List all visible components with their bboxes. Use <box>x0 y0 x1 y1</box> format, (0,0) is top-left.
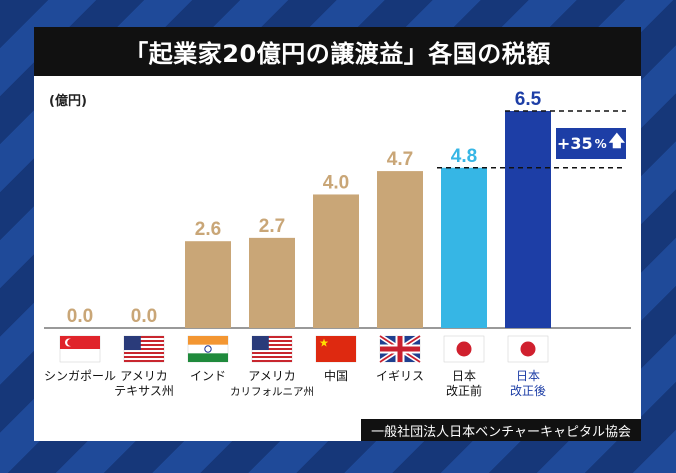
flag-stripe <box>252 356 292 358</box>
flag-chakra <box>204 345 212 353</box>
value-label-4: 4.0 <box>323 172 349 193</box>
flag-green <box>188 353 228 362</box>
category-label-6-0: 日本 <box>452 369 476 383</box>
value-label-7: 6.5 <box>515 89 542 110</box>
increase-value: +35 <box>556 134 593 153</box>
flag-stripe <box>252 352 292 354</box>
category-label-6-1: 改正前 <box>446 383 482 398</box>
source-credit: 一般社団法人日本ベンチャーキャピタル協会 <box>361 419 641 441</box>
flag-canton <box>124 336 141 351</box>
flag-stripe <box>124 336 164 338</box>
value-label-2: 2.6 <box>195 219 221 240</box>
bar-6 <box>441 167 487 328</box>
flag-canton <box>252 336 269 351</box>
increase-badge: +35 % 🡅 <box>556 128 626 159</box>
value-label-0: 0.0 <box>67 306 93 327</box>
bar-7 <box>505 111 551 328</box>
value-label-5: 4.7 <box>387 149 413 170</box>
flag-stripe <box>252 336 292 338</box>
category-label-3-0: アメリカ <box>248 369 295 383</box>
chart-panel: 「起業家20億円の譲渡益」各国の税額 (億円) 0.0 シンガポール 0.0 アメリカ… <box>34 27 641 441</box>
japan-flag-icon <box>443 335 485 363</box>
flag-stripe <box>252 340 292 342</box>
up-arrow-icon: 🡅 <box>608 131 626 150</box>
category-label-7-0: 日本 <box>516 369 540 383</box>
flag-border <box>507 335 549 363</box>
usa-flag-icon <box>251 335 293 363</box>
flag-stripe <box>124 356 164 358</box>
category-label-7-1: 改正後 <box>510 384 546 398</box>
chart-title: 「起業家20億円の譲渡益」各国の税額 <box>34 27 641 76</box>
flag-stripe <box>124 344 164 346</box>
category-label-4-0: 中国 <box>324 368 348 383</box>
flag-stripe <box>124 360 164 362</box>
flag-stripe <box>252 348 292 350</box>
flag-cross-h-red <box>380 346 420 352</box>
bar-3 <box>249 237 295 328</box>
bar-5 <box>377 171 423 328</box>
china-flag-icon <box>315 335 357 363</box>
category-label-1-0: アメリカ <box>120 369 167 383</box>
flag-sun <box>520 341 536 357</box>
flag-star <box>319 338 329 347</box>
category-label-3-1: カリフォルニア州 <box>230 386 314 398</box>
bar-4 <box>313 194 359 328</box>
bar-2 <box>185 241 231 328</box>
category-label-1-1: テキサス州 <box>114 384 174 398</box>
flag-saffron <box>188 336 228 345</box>
category-label-0-0: シンガポール <box>44 369 116 383</box>
flag-sun <box>456 341 472 357</box>
usa-flag-icon <box>123 335 165 363</box>
flag-stripe <box>124 348 164 350</box>
unit-label: (億円) <box>49 94 87 109</box>
india-flag-icon <box>187 335 229 363</box>
value-label-1: 0.0 <box>131 306 157 327</box>
japan-flag-icon <box>507 335 549 363</box>
flag-stripe <box>124 352 164 354</box>
flag-stripe <box>124 340 164 342</box>
flag-stripe <box>252 344 292 346</box>
category-label-5-0: イギリス <box>376 369 424 383</box>
uk-flag-icon <box>378 333 422 365</box>
value-label-6: 4.8 <box>451 146 477 167</box>
flag-crescent-cut <box>67 338 75 347</box>
value-label-3: 2.7 <box>259 216 285 237</box>
flag-red <box>316 336 356 362</box>
flag-border <box>443 335 485 363</box>
flag-stripe <box>252 360 292 362</box>
singapore-flag-icon <box>59 335 101 363</box>
increase-percent-sign: % <box>594 136 607 151</box>
bar-chart: 0.0シンガポール0.0アメリカテキサス州2.6インド2.7アメリカカリフォルニ… <box>44 89 631 398</box>
category-label-2-0: インド <box>190 369 226 383</box>
